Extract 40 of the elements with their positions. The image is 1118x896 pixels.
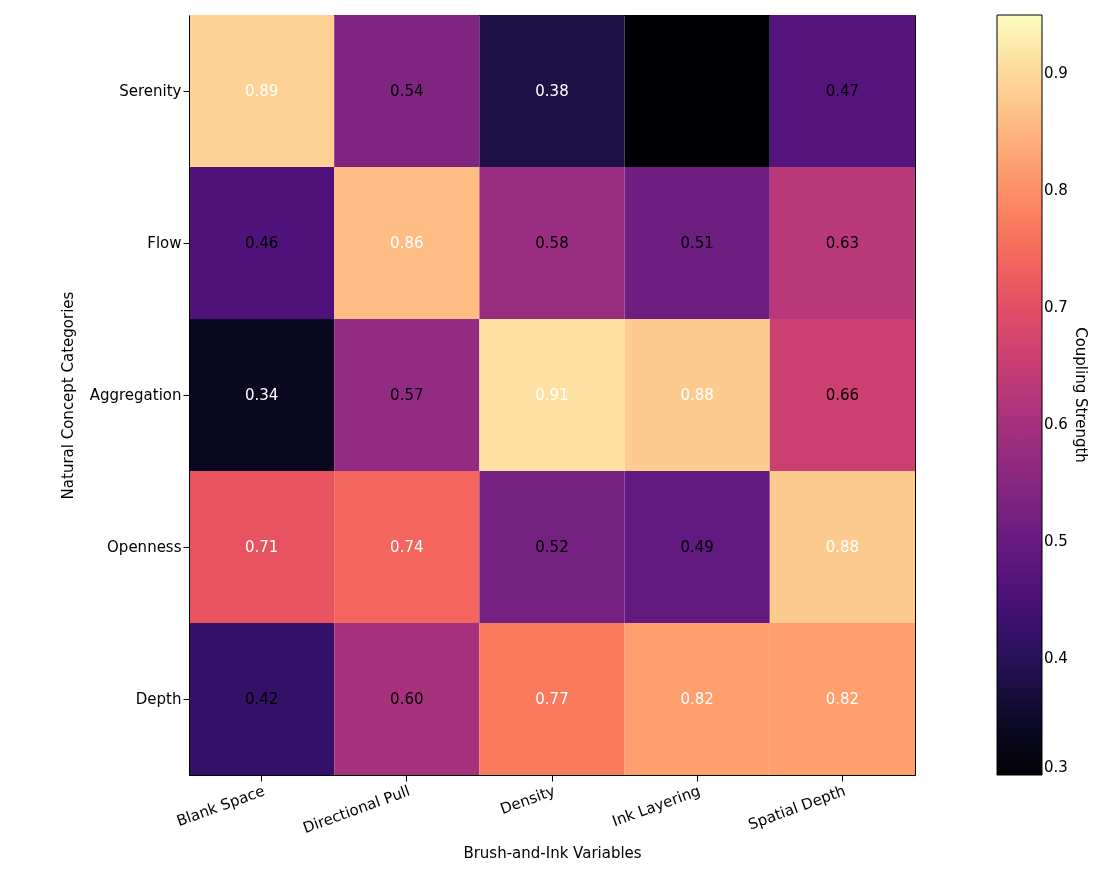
y-tick-label: Flow xyxy=(147,234,182,252)
color-bar-label: 0.8 xyxy=(1044,181,1068,200)
data-label: 0.91 xyxy=(535,386,569,404)
data-label: 0.57 xyxy=(390,386,424,404)
data-label: 0.34 xyxy=(244,386,279,404)
data-label: 0.66 xyxy=(825,386,860,404)
x-axis-title: Brush-and-Ink Variables xyxy=(463,844,642,863)
data-label: 0.54 xyxy=(390,82,424,100)
data-label: 0.77 xyxy=(535,690,569,708)
color-bar-label: 0.4 xyxy=(1044,649,1068,668)
data-label: 0.49 xyxy=(680,538,714,556)
data-label: 0.58 xyxy=(535,234,569,252)
y-tick-label: Serenity xyxy=(119,82,182,100)
y-axis-title: Natural Concept Categories xyxy=(58,291,77,500)
data-label: 0.88 xyxy=(680,386,714,404)
data-label: 0.74 xyxy=(390,538,424,556)
data-label: 0.60 xyxy=(390,690,424,708)
x-tick-label: Blank Space xyxy=(174,781,268,831)
data-label: 0.63 xyxy=(825,234,860,252)
data-label: 0.82 xyxy=(825,690,860,708)
y-tick-label: Openness xyxy=(107,538,182,556)
data-label: 0.71 xyxy=(244,538,279,556)
data-label: 0.86 xyxy=(390,234,424,252)
data-label: 0.46 xyxy=(244,234,279,252)
data-label: 0.51 xyxy=(680,234,714,252)
data-label: 0.38 xyxy=(535,82,569,100)
data-label: 0.42 xyxy=(244,690,279,708)
data-label: 0.52 xyxy=(535,538,569,556)
data-label: 0.82 xyxy=(680,690,714,708)
color-bar-label: 0.6 xyxy=(1044,415,1068,434)
y-tick-label: Depth xyxy=(135,690,182,708)
color-bar-label: 0.3 xyxy=(1044,758,1068,776)
color-bar-title: Coupling Strength xyxy=(1072,327,1090,463)
data-label: 0.88 xyxy=(825,538,860,556)
data-label: 0.47 xyxy=(825,82,860,100)
color-bar-label: 0.7 xyxy=(1044,298,1068,317)
y-tick-label: Aggregation xyxy=(89,386,182,404)
color-bar-label: 0.9 xyxy=(1044,64,1068,83)
data-label: 0.89 xyxy=(244,82,279,100)
color-bar-label: 0.5 xyxy=(1044,532,1068,551)
